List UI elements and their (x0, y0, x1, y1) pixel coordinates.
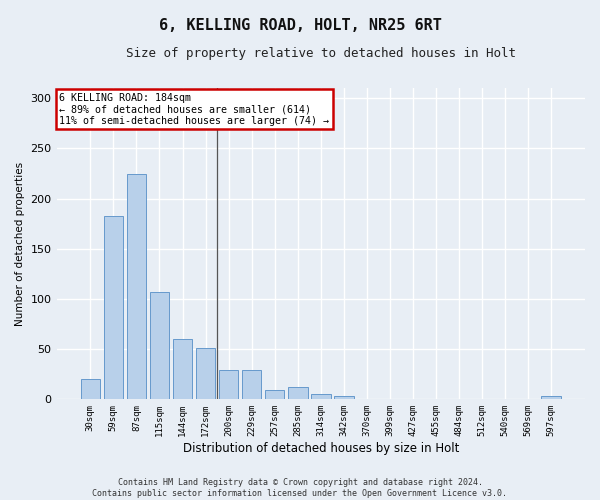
Text: 6, KELLING ROAD, HOLT, NR25 6RT: 6, KELLING ROAD, HOLT, NR25 6RT (158, 18, 442, 32)
Bar (242, 370, 262, 400)
Text: 6 KELLING ROAD: 184sqm
← 89% of detached houses are smaller (614)
11% of semi-de: 6 KELLING ROAD: 184sqm ← 89% of detached… (59, 92, 329, 126)
Text: Contains HM Land Registry data © Crown copyright and database right 2024.
Contai: Contains HM Land Registry data © Crown c… (92, 478, 508, 498)
Bar (219, 370, 238, 400)
Bar (173, 339, 193, 400)
Bar (149, 292, 169, 400)
Bar (104, 216, 123, 400)
Bar (334, 396, 353, 400)
Bar (288, 388, 308, 400)
Y-axis label: Number of detached properties: Number of detached properties (15, 162, 25, 326)
Bar (311, 394, 331, 400)
X-axis label: Distribution of detached houses by size in Holt: Distribution of detached houses by size … (182, 442, 459, 455)
Bar (541, 396, 561, 400)
Bar (127, 174, 146, 400)
Bar (196, 348, 215, 400)
Bar (265, 390, 284, 400)
Bar (80, 380, 100, 400)
Title: Size of property relative to detached houses in Holt: Size of property relative to detached ho… (126, 48, 516, 60)
